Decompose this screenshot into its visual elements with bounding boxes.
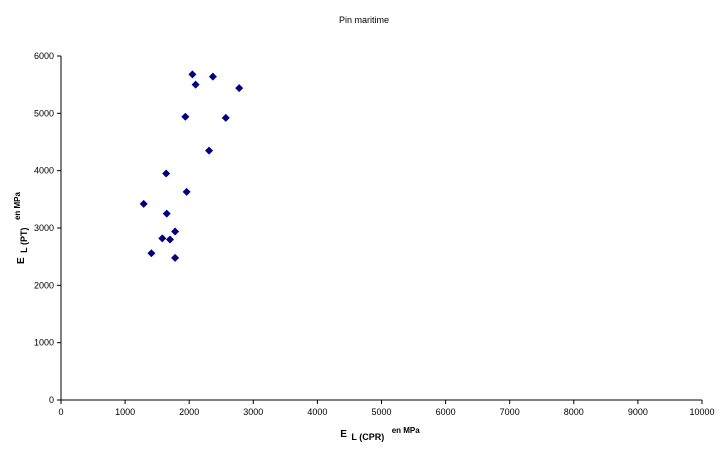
y-axis-title-sub: L (PT) — [19, 228, 29, 253]
y-tick-label: 6000 — [34, 51, 54, 61]
x-tick-label: 0 — [58, 407, 63, 417]
data-point — [235, 84, 244, 93]
data-point — [165, 235, 174, 244]
x-axis-title-sup: en MPa — [392, 426, 421, 435]
y-tick-label: 3000 — [34, 223, 54, 233]
x-axis-title: E L (CPR) en MPa — [340, 424, 420, 444]
x-tick-label: 2000 — [179, 407, 199, 417]
chart-title: Pin maritime — [339, 15, 389, 25]
svg-text:E L (CPR) en MPa: E L (CPR) en MPa — [340, 424, 420, 444]
y-axis-title-sup: en MPa — [13, 191, 22, 220]
data-point — [208, 72, 217, 81]
x-tick-label: 4000 — [307, 407, 327, 417]
data-point — [221, 113, 230, 122]
data-point — [181, 112, 190, 121]
data-point — [171, 227, 180, 236]
data-point — [182, 187, 191, 196]
x-tick-label: 1000 — [115, 407, 135, 417]
y-axis-title: E L (PT) en MPa — [11, 191, 31, 263]
x-axis-ticks: 0 1000 2000 3000 4000 5000 6000 7000 8000 9000 100… — [58, 400, 715, 417]
x-tick-label: 8000 — [564, 407, 584, 417]
data-point — [139, 199, 148, 208]
svg-text:E L (PT) en MPa: E L (PT) en MPa — [11, 191, 31, 263]
y-tick-label: 0 — [49, 395, 54, 405]
x-tick-label: 3000 — [243, 407, 263, 417]
data-point — [162, 169, 171, 178]
y-tick-label: 1000 — [34, 338, 54, 348]
data-point — [171, 253, 180, 262]
data-point — [158, 234, 167, 243]
x-tick-label: 7000 — [500, 407, 520, 417]
x-tick-label: 6000 — [436, 407, 456, 417]
data-points — [139, 70, 244, 262]
axes — [60, 56, 702, 401]
y-tick-label: 2000 — [34, 280, 54, 290]
y-tick-label: 4000 — [34, 166, 54, 176]
data-point — [162, 209, 171, 218]
data-point — [147, 249, 156, 258]
data-point — [188, 70, 197, 79]
x-axis-title-sub: L (CPR) — [351, 432, 384, 442]
y-axis-title-main: E — [16, 257, 27, 264]
x-tick-label: 9000 — [628, 407, 648, 417]
x-axis-title-main: E — [340, 429, 347, 440]
x-tick-label: 10000 — [689, 407, 714, 417]
x-tick-label: 5000 — [371, 407, 391, 417]
data-point — [205, 146, 214, 155]
y-axis-ticks: 0 1000 2000 3000 4000 5000 6000 — [34, 51, 61, 405]
y-tick-label: 5000 — [34, 108, 54, 118]
data-point — [191, 80, 200, 89]
